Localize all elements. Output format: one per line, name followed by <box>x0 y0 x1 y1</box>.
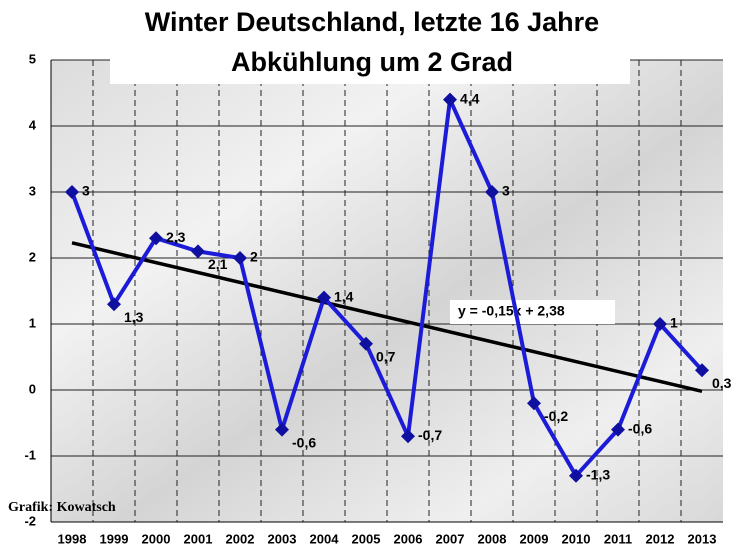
x-tick-label: 2005 <box>352 531 381 546</box>
y-tick-label: -1 <box>24 447 36 462</box>
value-label: 1,3 <box>124 309 144 325</box>
marker <box>527 396 541 411</box>
trend-label-bg <box>450 300 615 324</box>
marker <box>275 422 289 437</box>
x-tick-label: 2001 <box>184 531 213 546</box>
marker <box>611 422 625 437</box>
x-tick-label: 2008 <box>478 531 507 546</box>
value-label: -0,6 <box>628 420 652 436</box>
value-label: 1 <box>670 315 678 331</box>
marker <box>149 231 163 246</box>
x-tick-label: 2003 <box>268 531 297 546</box>
marker <box>695 363 709 378</box>
x-tick-label: 2013 <box>688 531 717 546</box>
series-line <box>70 97 704 478</box>
x-tick-label: 2009 <box>520 531 549 546</box>
x-tick-label: 2006 <box>394 531 423 546</box>
marker <box>653 317 667 331</box>
value-label: -0,2 <box>544 408 568 424</box>
marker <box>107 297 121 312</box>
value-label: 0,3 <box>712 375 732 391</box>
marker <box>65 185 79 199</box>
y-tick-label: 0 <box>29 381 36 396</box>
marker <box>191 244 205 259</box>
x-tick-label: 2002 <box>226 531 255 546</box>
marker <box>359 336 373 351</box>
x-tick-label: 1998 <box>58 531 87 546</box>
value-label: 1,4 <box>334 288 354 304</box>
trendline <box>71 241 703 394</box>
source: Grafik: Kowatsch <box>8 500 116 515</box>
chart-subtitle: Abkühlung um 2 Grad <box>231 47 513 77</box>
value-label: -0,7 <box>418 427 442 443</box>
x-tick-label: 2004 <box>310 531 340 546</box>
x-tick-label: 2011 <box>604 531 632 546</box>
chart-title: Winter Deutschland, letzte 16 Jahre <box>145 7 599 37</box>
value-label: 2,3 <box>166 229 186 245</box>
marker <box>233 251 247 265</box>
value-label: 3 <box>502 183 510 199</box>
y-tick-label: 4 <box>29 117 37 132</box>
y-tick-label: 3 <box>29 183 36 198</box>
trend-label: y = -0,15x + 2,38 <box>458 303 565 319</box>
value-label: -0,6 <box>292 434 316 450</box>
x-tick-label: 2007 <box>436 531 465 546</box>
y-tick-label: 2 <box>29 249 36 264</box>
x-tick-label: 2000 <box>142 531 171 546</box>
marker <box>485 185 499 199</box>
title-box <box>110 4 630 84</box>
y-tick-label: 5 <box>29 51 36 66</box>
value-label: -1,3 <box>586 467 610 483</box>
marker <box>569 468 583 483</box>
y-tick-label: -2 <box>24 513 36 528</box>
marker <box>317 290 331 305</box>
value-label: 3 <box>82 183 90 199</box>
value-label: 4,4 <box>460 90 480 106</box>
x-tick-label: 2010 <box>562 531 591 546</box>
x-tick-label: 2012 <box>646 531 675 546</box>
value-label: 0,7 <box>376 349 396 365</box>
marker <box>401 429 415 444</box>
value-label: 2,1 <box>208 256 228 272</box>
value-label: 2 <box>250 249 258 265</box>
y-tick-label: 1 <box>29 315 36 330</box>
marker <box>443 92 457 107</box>
x-tick-label: 1999 <box>100 531 129 546</box>
